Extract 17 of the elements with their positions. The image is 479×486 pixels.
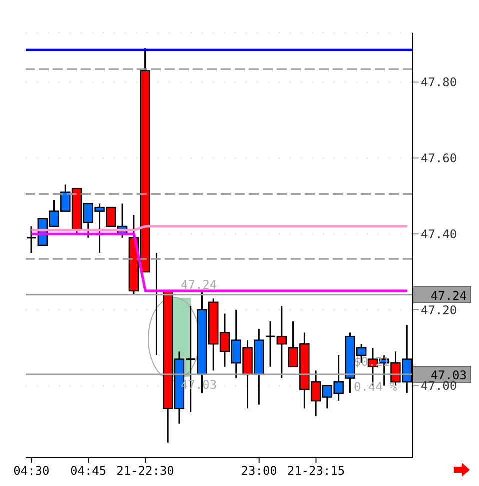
x-tick-label: 21-23:15 — [287, 464, 346, 478]
x-tick-label: 21-22:30 — [116, 464, 174, 478]
candlestick — [276, 305, 288, 380]
annotation: $0.21 — [354, 355, 390, 369]
candlestick — [265, 320, 276, 368]
ref-line-label: 47.24 — [430, 288, 467, 303]
y-tick-label: 47.80 — [421, 76, 458, 90]
y-tick-label: 47.20 — [421, 303, 458, 318]
x-tick-label: 04:30 — [14, 464, 50, 478]
y-tick-label: 47.00 — [421, 379, 458, 394]
y-tick-label: 47.60 — [421, 151, 458, 166]
candlestick — [26, 226, 37, 254]
y-tick-label: 47.40 — [421, 227, 458, 242]
x-tick-label: 23:00 — [241, 464, 278, 478]
x-tick-label: 04:45 — [70, 464, 107, 478]
annotation: 0.44 % — [354, 380, 398, 394]
annotation: 47.24 — [181, 278, 218, 292]
